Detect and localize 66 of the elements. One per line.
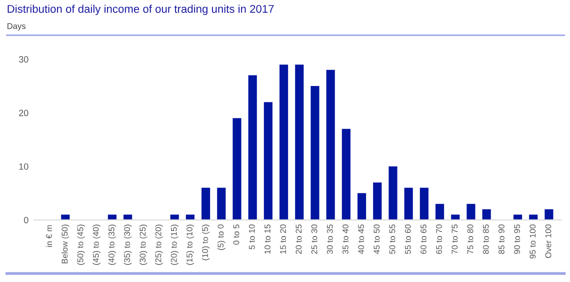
x-tick-label: 45 to 50 [374,224,380,254]
x-tick-label: (20) to (15) [170,224,178,265]
bar [61,214,70,220]
x-tick-label: 70 to 75 [452,224,458,254]
bar [420,188,428,220]
bar [108,214,116,220]
x-tick-label: 50 to 55 [389,224,396,254]
x-tick-label: 75 to 80 [467,224,474,254]
bar [529,214,538,220]
bar [170,214,179,220]
x-tick-label: 30 to 35 [326,224,333,254]
bar [248,75,257,220]
bar [186,214,194,220]
chart-title: Distribution of daily income of our trading units in 2017 [8,4,274,16]
x-tick-label: 95 to 100 [530,224,536,258]
x-tick-label: 15 to 20 [280,224,286,254]
text: in € m [46,225,52,247]
x-tick-label: 90 to 95 [514,224,520,254]
x-tick-label: 60 to 65 [420,224,426,254]
x-tick-label: (35) to (30) [124,224,132,265]
y-tick-label: 20 [19,110,28,116]
x-tick-label: 5 to 10 [248,224,255,250]
bar [232,118,242,220]
x-tick-label: 35 to 40 [342,224,348,254]
x-tick-label: (5) to 0 [218,224,226,250]
x-tick-label: Below (50) [62,224,70,264]
x-tick-label: Over 100 [545,224,552,258]
x-tick-label: (15) to (10) [186,224,194,265]
x-tick-label: 85 to 90 [498,224,504,254]
y-tick-label: 30 [18,56,28,63]
bar [357,193,366,220]
bar [388,166,398,220]
x-tick-label: (25) to (20) [155,224,163,265]
x-tick-label: (40) to (35) [108,224,116,265]
bar [435,204,444,220]
bar [513,214,522,220]
x-tick-label: (10) to (5) [202,224,210,260]
bar [326,70,335,220]
x-tick-label: (50) to (45) [77,224,85,265]
x-tick-label: (30) to (25) [140,224,148,265]
x-tick-label: 25 to 30 [311,224,318,254]
x-tick-label: (45) to (40) [92,224,100,265]
y-tick-label: 10 [19,163,28,170]
x-tick-label: 20 to 25 [296,224,302,254]
x-tick-label: 55 to 60 [404,224,411,254]
bar [544,209,554,220]
bar [482,209,491,220]
bar [279,64,288,220]
x-tick-label: 0 to 5 [233,224,240,245]
bar [217,188,226,220]
bar [466,204,476,220]
y-tick-label: 0 [24,216,28,224]
bar [373,182,382,220]
bar [342,128,350,220]
bar [124,214,132,220]
bar [451,214,460,220]
bar [264,102,272,220]
y-axis-title: Days [8,23,26,31]
x-tick-label: 80 to 85 [482,224,489,254]
bar [310,86,320,220]
x-tick-label: 65 to 70 [436,224,442,254]
bar [404,188,413,220]
bar [295,64,304,220]
x-tick-label: 40 to 45 [358,224,364,254]
bar [202,188,210,220]
x-tick-label: 10 to 15 [264,224,270,254]
